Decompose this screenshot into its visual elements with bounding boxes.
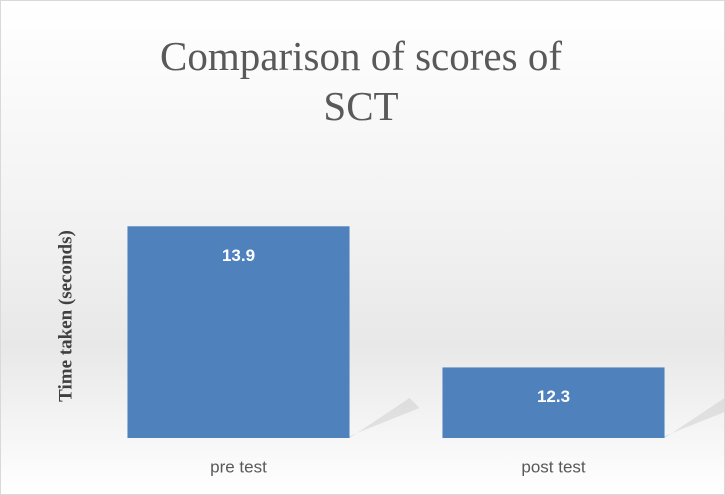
- bar-shadow: [664, 398, 724, 438]
- data-label: 13.9: [222, 246, 255, 265]
- chart-title: Comparison of scores of SCT: [160, 33, 562, 129]
- bar: [442, 367, 665, 438]
- y-axis-label: Time taken (seconds): [55, 230, 76, 402]
- bar: [127, 226, 350, 438]
- x-tick-label: post test: [521, 457, 586, 476]
- bar-shadow: [349, 398, 420, 438]
- x-tick-label: pre test: [210, 457, 267, 476]
- data-label: 12.3: [537, 387, 570, 406]
